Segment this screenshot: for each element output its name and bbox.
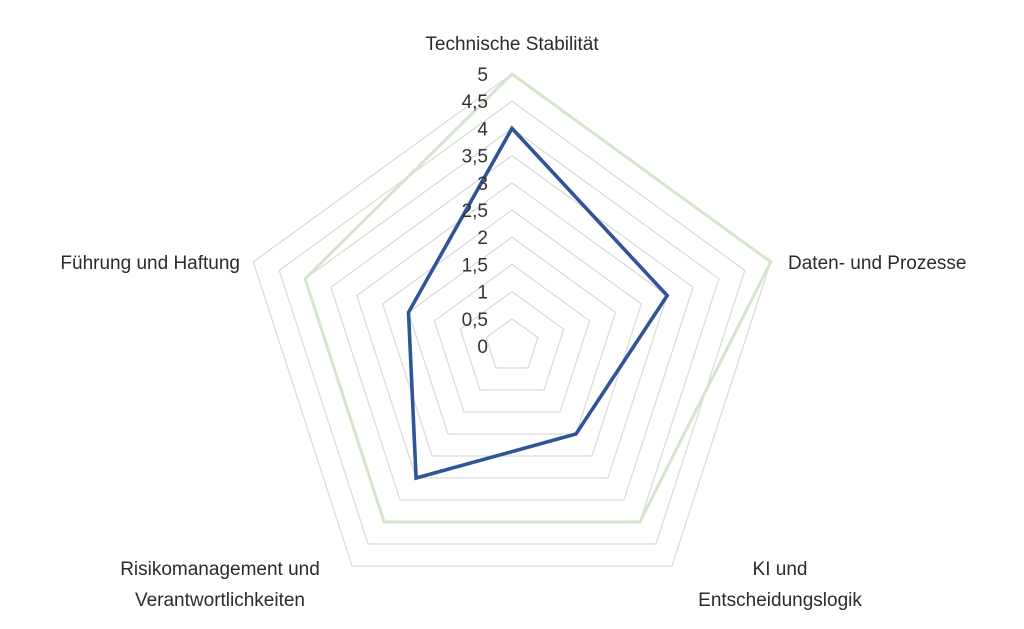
- tick-label: 0,5: [462, 310, 488, 331]
- grid-ring: [330, 154, 694, 501]
- series-line-2: [406, 125, 670, 481]
- grid-ring: [459, 290, 565, 391]
- series-line-1: [303, 72, 773, 524]
- tick-label: 0: [477, 337, 488, 358]
- radar-grid: [252, 73, 772, 567]
- axis-label: Verantwortlichkeiten: [135, 590, 305, 611]
- grid-ring: [485, 318, 539, 369]
- grid-ring: [407, 236, 617, 435]
- axis-label: KI und: [753, 559, 808, 580]
- radar-series: [303, 72, 773, 524]
- axis-label: Technische Stabilität: [425, 34, 599, 55]
- tick-label: 4: [477, 119, 488, 140]
- grid-ring: [278, 100, 746, 545]
- grid-ring: [304, 127, 720, 523]
- tick-label: 5: [477, 65, 488, 86]
- tick-label: 3,5: [462, 147, 488, 168]
- grid-ring: [381, 209, 643, 457]
- axis-label: Risikomanagement und: [120, 559, 320, 580]
- axis-label: Führung und Haftung: [60, 253, 240, 274]
- tick-label: 1: [477, 283, 488, 304]
- grid-ring: [356, 182, 668, 479]
- tick-label: 3: [477, 174, 488, 195]
- grid-ring: [433, 263, 591, 413]
- axis-label: Entscheidungslogik: [698, 590, 862, 611]
- tick-label: 4,5: [462, 92, 488, 113]
- radial-tick-labels: 0 0,5 1 1,5 2 2,5 3 3,5 4 4,5 5: [462, 65, 489, 358]
- tick-label: 1,5: [462, 255, 488, 276]
- axis-labels: Technische Stabilität Daten- und Prozesse…: [60, 34, 966, 611]
- tick-label: 2: [477, 228, 488, 249]
- tick-label: 2,5: [462, 201, 488, 222]
- axis-label: Daten- und Prozesse: [788, 253, 967, 274]
- grid-ring: [252, 73, 772, 567]
